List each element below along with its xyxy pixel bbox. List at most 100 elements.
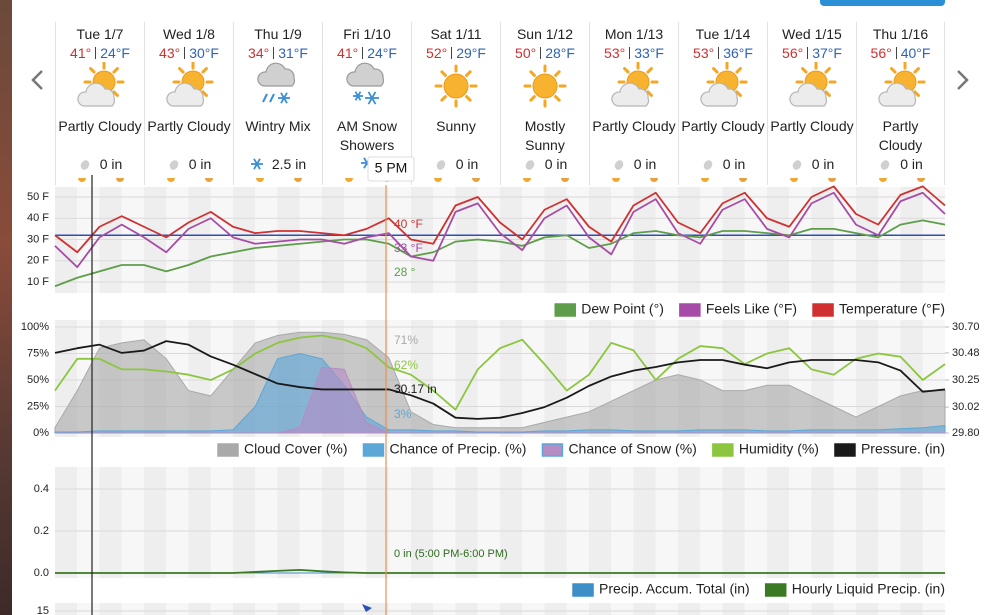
legend-swatch	[712, 443, 734, 457]
time-band	[55, 467, 78, 578]
time-band	[544, 603, 567, 615]
time-band	[566, 467, 589, 578]
weather-icon	[434, 64, 478, 108]
y-tick-label: 15	[37, 605, 49, 615]
precip: 0 in	[412, 156, 500, 172]
time-band	[166, 603, 189, 615]
hi-lo: 50° 28°F	[501, 45, 589, 61]
high-temp: 41°	[70, 45, 92, 61]
day-column: Thu 1/16 56° 40°F Partly Cloudy 0 in	[856, 22, 945, 185]
weather-icon	[346, 62, 385, 105]
time-band	[477, 603, 500, 615]
action-button[interactable]	[820, 0, 945, 6]
day-date: Sat 1/11	[430, 26, 482, 42]
legend-label: Feels Like (°F)	[706, 301, 797, 317]
time-band	[833, 320, 856, 437]
hi-lo: 43° 30°F	[145, 45, 233, 61]
precip-icon	[436, 160, 445, 170]
time-band	[700, 467, 723, 578]
low-temp: 30°F	[189, 45, 219, 61]
separator	[629, 47, 631, 59]
next-arrow[interactable]	[952, 65, 972, 95]
day-column: Tue 1/14 53° 36°F Partly Cloudy 0 in	[678, 22, 767, 185]
day-column: Mon 1/13 53° 33°F Partly Cloudy 0 in	[589, 22, 678, 185]
legend-swatch	[764, 583, 787, 597]
sun-moon-markers	[78, 178, 124, 182]
time-band	[589, 467, 612, 578]
precip-icon	[80, 160, 89, 170]
hi-lo: 53° 33°F	[590, 45, 678, 61]
condition: Partly Cloudy	[878, 118, 923, 153]
hi-lo: 52° 29°F	[412, 45, 500, 61]
separator	[807, 47, 809, 59]
low-temp: 24°F	[367, 45, 397, 61]
precip-icon	[250, 158, 263, 170]
series-area	[54, 352, 946, 434]
prev-arrow[interactable]	[28, 65, 48, 95]
time-band	[411, 467, 434, 578]
precip: 0 in	[145, 156, 233, 172]
time-band	[611, 603, 634, 615]
legend-label: Pressure. (in)	[861, 441, 945, 457]
day-column: Wed 1/15 56° 37°F Partly Cloudy 0 in	[767, 22, 856, 185]
time-band	[566, 603, 589, 615]
precip-icon	[792, 160, 801, 170]
precip-icon	[614, 160, 623, 170]
time-band	[433, 467, 456, 578]
legend-swatch	[362, 443, 385, 457]
precip-amount: 0 in	[99, 156, 123, 172]
weather-icon	[611, 62, 659, 107]
time-band	[366, 467, 389, 578]
time-band	[277, 467, 300, 578]
y-tick-label: 25%	[27, 400, 49, 412]
cursor-value-label: 40 °F	[394, 217, 423, 231]
time-band	[833, 603, 856, 615]
time-band	[411, 603, 434, 615]
legend-label: Dew Point (°)	[581, 301, 664, 317]
legend-swatch	[834, 443, 856, 457]
time-band	[210, 467, 233, 578]
low-temp: 28°F	[545, 45, 575, 61]
time-band	[522, 467, 545, 578]
precip: 2.5 in	[234, 156, 322, 172]
time-band	[233, 603, 256, 615]
time-band	[856, 603, 879, 615]
time-band	[411, 320, 434, 437]
low-temp: 37°F	[812, 45, 842, 61]
day-column: Thu 1/9 34° 31°F Wintry Mix 2.5 in	[233, 22, 322, 185]
legend-swatch	[554, 303, 576, 317]
time-band	[522, 603, 545, 615]
time-band	[77, 603, 100, 615]
low-temp: 31°F	[278, 45, 308, 61]
legend-swatch	[541, 443, 564, 457]
day-column: Sat 1/11 52° 29°F Sunny 0 in	[411, 22, 500, 185]
time-band	[544, 467, 567, 578]
time-band	[811, 467, 834, 578]
condition: Partly Cloudy	[681, 118, 765, 134]
legend-label: Temperature (°F)	[839, 301, 945, 317]
y2-tick-label: 30.02	[952, 401, 980, 413]
time-band	[900, 603, 923, 615]
time-band	[388, 603, 411, 615]
time-band	[188, 603, 211, 615]
hi-lo: 56° 37°F	[768, 45, 856, 61]
condition: Partly Cloudy	[147, 118, 231, 134]
time-band	[344, 467, 367, 578]
day-date: Sun 1/12	[516, 26, 574, 42]
time-band	[744, 603, 767, 615]
time-band	[210, 603, 233, 615]
weather-icon	[523, 64, 567, 108]
sun-moon-markers	[256, 178, 302, 182]
y2-tick-label: 30.25	[952, 374, 980, 386]
day-column: Wed 1/8 43° 30°F Partly Cloudy 0 in	[144, 22, 233, 185]
high-temp: 50°	[515, 45, 537, 61]
separator	[273, 47, 275, 59]
sun-moon-markers	[434, 178, 480, 182]
precip-icon	[703, 160, 712, 170]
time-band	[767, 467, 790, 578]
legend-label: Chance of Snow (%)	[568, 441, 696, 457]
time-band	[233, 467, 256, 578]
low-temp: 33°F	[634, 45, 664, 61]
time-band	[900, 467, 923, 578]
day-date: Tue 1/7	[76, 26, 124, 42]
